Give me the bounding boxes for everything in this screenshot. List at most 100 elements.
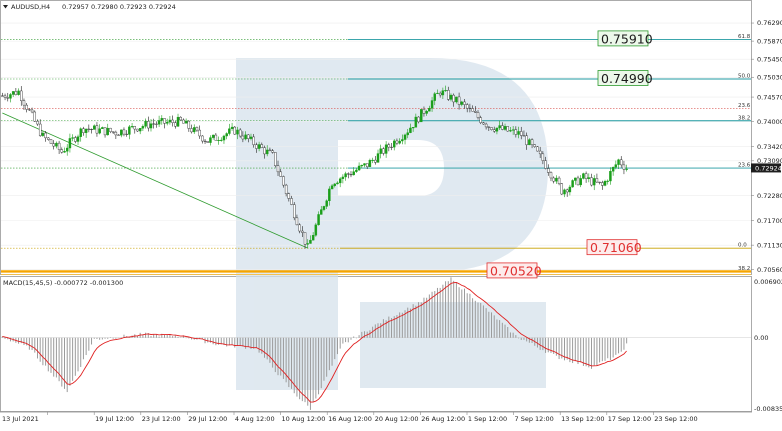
candle-body <box>363 163 366 166</box>
candle-body <box>201 135 204 142</box>
candle-body <box>206 141 209 143</box>
candle-body <box>398 140 401 144</box>
chart-header: AUDUSD,H4 0.72957 0.72980 0.72923 0.7292… <box>3 3 176 11</box>
candle-body <box>44 132 47 139</box>
candle-body <box>301 230 304 233</box>
price-tick-label: 0.75870 <box>757 37 782 45</box>
candle-body <box>279 171 282 177</box>
candle-body <box>225 133 228 137</box>
candle-body <box>355 169 358 172</box>
triangle-down-icon[interactable] <box>3 5 8 9</box>
candle-body <box>528 139 531 146</box>
candle-body <box>357 165 361 171</box>
time-tick-label: 13 Jul 2021 <box>2 415 39 423</box>
candle-body <box>95 125 99 134</box>
candle-body <box>163 118 166 124</box>
candle-body <box>582 173 585 179</box>
candle-body <box>249 136 253 139</box>
candle-body <box>309 239 312 244</box>
target-label-text: 0.70520 <box>490 263 542 278</box>
candle-body <box>511 129 515 131</box>
candle-body <box>257 144 261 149</box>
candle-body <box>203 140 207 142</box>
candle-body <box>433 93 436 101</box>
candle-body <box>25 104 28 110</box>
price-tick-label: 0.70560 <box>757 266 782 274</box>
candle-body <box>395 140 399 144</box>
candle-body <box>503 126 507 130</box>
candle-body <box>179 116 182 121</box>
candle-body <box>230 126 234 129</box>
time-tick-label: 19 Jul 12:00 <box>95 415 134 423</box>
ohlc-values: 0.72957 0.72980 0.72923 0.72924 <box>62 3 176 11</box>
candle-body <box>530 139 534 145</box>
candle-body <box>33 111 37 122</box>
current-price-tag <box>751 163 781 173</box>
candle-body <box>20 90 23 101</box>
candle-body <box>38 123 42 136</box>
target-label-box <box>586 239 638 256</box>
trend-line <box>2 112 308 249</box>
candle-body <box>452 94 455 103</box>
candle-body <box>63 151 66 153</box>
candle-body <box>190 128 193 133</box>
candle-body <box>560 183 564 195</box>
candle-body <box>428 108 431 112</box>
candle-body <box>217 140 220 142</box>
candle-body <box>147 121 150 129</box>
target-label-text: 0.74990 <box>601 71 653 86</box>
macd-tick-label: 0.006902 <box>754 278 782 286</box>
candle-body <box>598 181 601 183</box>
candle-body <box>74 137 77 142</box>
time-tick-label: 16 Aug 12:00 <box>328 415 372 423</box>
candle-body <box>490 127 493 130</box>
candle-body <box>374 159 377 163</box>
candle-body <box>379 148 382 154</box>
candle-body <box>171 119 174 123</box>
candle-body <box>238 129 242 137</box>
candle-body <box>155 123 158 125</box>
candle-body <box>592 178 596 186</box>
candle-body <box>325 200 328 207</box>
candle-body <box>287 193 291 199</box>
candle-body <box>444 90 447 92</box>
candle-body <box>382 148 385 154</box>
candle-body <box>141 126 145 129</box>
candle-body <box>165 121 169 124</box>
candle-body <box>125 133 128 135</box>
macd-tick-label: -0.008356 <box>754 405 782 413</box>
fib-level-label: 38.2 <box>738 266 750 272</box>
candle-body <box>384 144 388 154</box>
candle-body <box>17 90 20 95</box>
candle-body <box>347 173 350 175</box>
candle-body <box>457 96 461 105</box>
candle-body <box>274 152 277 166</box>
candle-body <box>128 126 131 135</box>
candle-body <box>111 131 115 133</box>
candle-body <box>68 138 72 149</box>
candle-body <box>228 128 231 134</box>
fib-level-label: 50.0 <box>738 74 751 80</box>
candle-body <box>498 125 501 129</box>
time-tick-label: 1 Sep 12:00 <box>468 415 507 423</box>
candle-body <box>41 132 45 136</box>
candle-body <box>590 177 593 186</box>
candle-body <box>520 131 523 136</box>
time-tick-label: 13 Sep 12:00 <box>561 415 604 423</box>
candle-body <box>474 111 477 113</box>
candle-body <box>106 127 109 136</box>
candle-body <box>438 92 442 96</box>
candle-body <box>587 177 591 179</box>
candle-body <box>625 168 628 170</box>
candle-body <box>271 150 274 153</box>
candle-body <box>60 149 64 153</box>
price-axis: 0.76290 0.75870 0.75450 0.75030 0.74570 0.740… <box>751 19 782 274</box>
candle-body <box>260 144 264 148</box>
candle-body <box>49 139 53 144</box>
candle-body <box>549 172 553 179</box>
price-tick-label: 0.73090 <box>757 157 782 165</box>
macd-signal-line <box>2 282 627 403</box>
time-tick-label: 7 Sep 12:00 <box>515 415 554 423</box>
